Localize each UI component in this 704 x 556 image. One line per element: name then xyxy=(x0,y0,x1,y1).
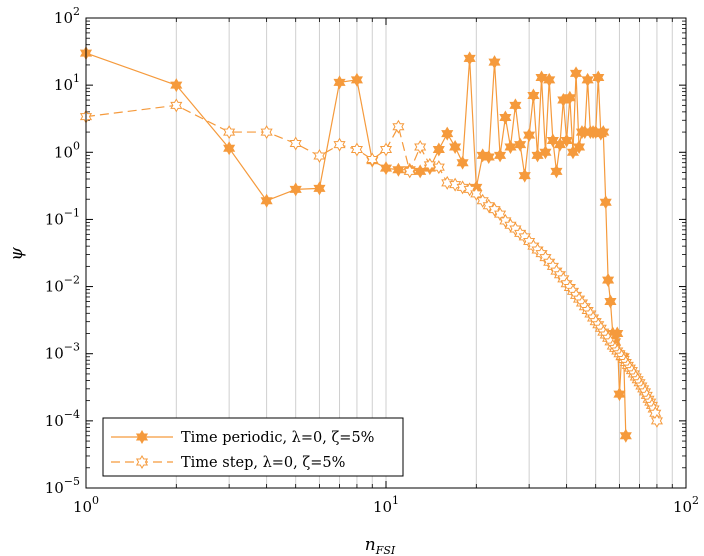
data-point xyxy=(518,168,531,183)
data-point xyxy=(482,150,495,165)
data-point xyxy=(563,90,576,105)
data-point xyxy=(504,139,517,154)
legend-label-time-periodic: Time periodic, λ=0, ζ=5% xyxy=(181,430,374,446)
data-point xyxy=(366,152,379,167)
data-point xyxy=(599,195,612,210)
data-point xyxy=(488,55,501,70)
data-point xyxy=(509,98,522,113)
y-tick-label: 10−1 xyxy=(45,206,80,228)
legend: Time periodic, λ=0, ζ=5% Time step, λ=0,… xyxy=(102,417,404,477)
data-point xyxy=(432,142,445,157)
y-tick-label: 102 xyxy=(54,5,80,27)
data-point xyxy=(223,141,236,156)
data-point xyxy=(597,125,610,140)
legend-marker-glyph xyxy=(135,455,149,469)
data-point xyxy=(539,145,552,160)
grid-lines xyxy=(175,18,673,488)
series-layer xyxy=(79,46,663,443)
data-point xyxy=(260,193,273,208)
data-point xyxy=(289,182,302,197)
data-point xyxy=(602,273,615,288)
data-point xyxy=(514,137,527,152)
data-point xyxy=(581,72,594,87)
legend-marker-time-periodic xyxy=(135,430,149,444)
data-point xyxy=(494,148,507,163)
data-point xyxy=(379,161,393,176)
data-point xyxy=(313,181,326,196)
legend-marker-glyph xyxy=(135,430,149,444)
data-point xyxy=(494,207,507,222)
x-tick-label: 100 xyxy=(73,494,99,516)
minor-ticks xyxy=(86,18,686,488)
data-point xyxy=(403,164,416,179)
x-tick-label: 101 xyxy=(373,494,399,516)
y-axis-label: ψ xyxy=(7,247,27,261)
legend-box xyxy=(102,417,404,477)
data-point xyxy=(432,160,445,175)
data-point xyxy=(170,98,183,113)
legend-label-time-step: Time step, λ=0, ζ=5% xyxy=(181,455,345,471)
data-point xyxy=(560,133,573,148)
x-axis-label: nFSI xyxy=(365,535,396,556)
data-point xyxy=(604,294,617,309)
y-tick-label: 10−2 xyxy=(45,274,80,296)
data-point xyxy=(441,126,454,141)
x-axis-ticks: 100 101 102 xyxy=(73,18,699,516)
x-tick-label: 102 xyxy=(673,494,699,516)
data-point xyxy=(499,110,512,125)
data-point xyxy=(260,125,273,140)
data-point xyxy=(569,66,583,81)
data-point xyxy=(350,142,363,157)
data-point xyxy=(414,139,427,154)
data-point xyxy=(449,139,462,154)
y-tick-label: 10−5 xyxy=(45,475,80,497)
data-point xyxy=(619,428,632,443)
data-point xyxy=(470,186,483,201)
data-point xyxy=(543,72,556,87)
y-axis-ticks: 10−5 10−4 10−3 10−2 10−1 100 101 102 xyxy=(45,5,686,497)
x-axis-label-base: n xyxy=(365,535,376,555)
data-point xyxy=(392,119,405,134)
data-point xyxy=(456,155,469,170)
x-axis-label-subscript: FSI xyxy=(375,544,396,556)
data-point xyxy=(592,70,605,85)
data-point xyxy=(449,177,462,192)
series-time-step xyxy=(79,98,663,428)
data-point xyxy=(572,139,586,154)
data-point xyxy=(350,72,363,87)
data-point xyxy=(392,162,405,177)
series-time-periodic xyxy=(79,46,632,443)
data-point xyxy=(527,88,540,103)
legend-marker-time-step xyxy=(135,455,149,469)
data-point xyxy=(333,137,346,152)
data-point xyxy=(463,51,476,66)
data-point xyxy=(650,413,663,428)
y-tick-label: 100 xyxy=(54,139,80,161)
data-point xyxy=(611,326,624,341)
data-point xyxy=(423,157,436,172)
data-point xyxy=(223,125,236,140)
data-point xyxy=(170,78,183,93)
data-point xyxy=(379,142,393,157)
data-point xyxy=(313,149,326,164)
data-point xyxy=(550,164,563,179)
data-point xyxy=(613,387,626,402)
data-point xyxy=(523,128,536,143)
data-point xyxy=(333,75,346,90)
y-tick-label: 101 xyxy=(54,72,80,94)
y-tick-label: 10−4 xyxy=(45,408,80,430)
y-tick-label: 10−3 xyxy=(45,341,80,363)
data-point xyxy=(441,175,454,190)
data-point xyxy=(535,70,548,85)
data-point xyxy=(289,136,302,151)
